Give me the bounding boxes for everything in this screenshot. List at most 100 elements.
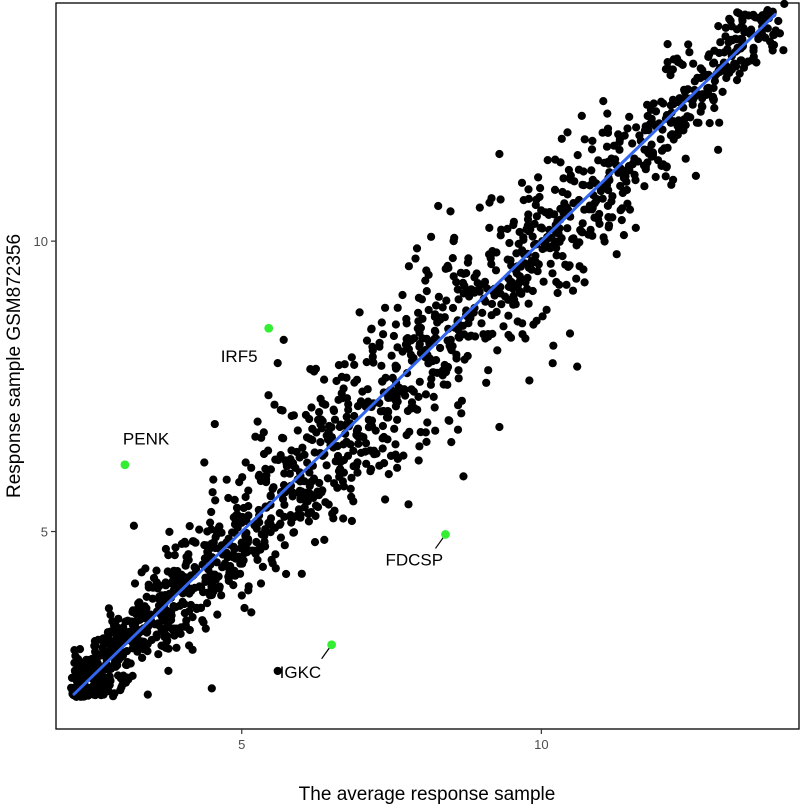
data-point [244, 586, 253, 595]
data-point [255, 470, 264, 479]
data-point [375, 461, 384, 470]
data-point [329, 405, 338, 414]
gene-label: PENK [123, 430, 170, 449]
data-point [666, 101, 675, 110]
data-point [375, 338, 384, 347]
data-point [460, 281, 469, 290]
data-point [152, 630, 161, 639]
highlight-point [120, 460, 130, 470]
data-point [342, 373, 351, 382]
data-point [453, 425, 463, 434]
data-point [404, 262, 413, 271]
data-point [344, 405, 353, 414]
data-point [739, 23, 748, 33]
data-point [568, 286, 578, 295]
data-point [588, 175, 597, 184]
data-point [377, 361, 386, 370]
data-point [231, 517, 240, 526]
data-point [182, 616, 191, 625]
data-point [208, 488, 217, 497]
highlight-point [264, 323, 274, 333]
data-point [607, 157, 616, 166]
data-point [395, 384, 404, 393]
data-point [252, 524, 261, 533]
data-point [366, 467, 375, 476]
data-point [244, 502, 253, 511]
data-point [251, 432, 260, 441]
data-point [162, 637, 171, 646]
data-point [598, 194, 607, 203]
data-point [548, 241, 557, 250]
data-point [656, 135, 665, 144]
data-point [551, 155, 560, 164]
data-point [454, 401, 463, 410]
data-point [379, 330, 388, 339]
data-point [434, 201, 443, 211]
data-point [412, 244, 422, 253]
data-point [158, 597, 167, 606]
data-point [163, 567, 172, 576]
data-point [229, 581, 238, 590]
data-point [74, 655, 83, 664]
data-point [422, 266, 431, 275]
data-point [114, 671, 123, 680]
data-point [558, 187, 567, 197]
data-point [622, 185, 632, 195]
data-point [604, 223, 613, 232]
data-point [185, 522, 194, 531]
data-point [371, 426, 380, 435]
data-point [403, 406, 412, 416]
data-point [355, 308, 364, 317]
data-point [509, 217, 518, 226]
data-point [599, 233, 608, 242]
data-point [135, 598, 144, 607]
data-point [464, 254, 473, 263]
data-point [587, 166, 596, 175]
data-point [377, 318, 386, 327]
data-point [534, 173, 543, 182]
data-point [73, 679, 82, 688]
data-point [282, 458, 291, 468]
data-point [149, 573, 159, 583]
data-point [418, 334, 427, 343]
data-point [253, 555, 262, 565]
data-point [217, 591, 226, 600]
data-point [99, 634, 108, 643]
data-point [238, 473, 247, 482]
data-point [530, 219, 539, 228]
data-point [562, 280, 571, 289]
data-point [524, 185, 533, 194]
data-point [600, 158, 609, 167]
data-point [209, 538, 218, 547]
data-point [438, 303, 447, 312]
data-point [414, 392, 423, 401]
data-point [480, 277, 490, 286]
data-point [384, 413, 393, 422]
data-point [492, 248, 501, 257]
data-point [424, 305, 433, 315]
data-point [596, 186, 606, 196]
data-point [506, 256, 515, 265]
data-point [678, 60, 687, 69]
data-point [110, 689, 119, 698]
data-point [580, 278, 589, 287]
data-point [588, 136, 597, 145]
data-point [211, 575, 220, 584]
data-point [550, 185, 560, 194]
data-point [768, 42, 777, 51]
data-point [106, 610, 115, 619]
data-point [237, 591, 246, 600]
data-point [104, 639, 113, 648]
data-point [383, 407, 392, 416]
data-point [363, 385, 372, 394]
data-point [389, 331, 398, 341]
data-point [578, 219, 587, 228]
y-tick-label: 5 [41, 525, 48, 540]
data-point [735, 69, 744, 78]
data-point [441, 368, 451, 377]
data-point [378, 434, 387, 443]
data-point [320, 535, 329, 545]
data-point [310, 448, 319, 457]
data-point [496, 231, 505, 240]
data-point [649, 99, 658, 108]
